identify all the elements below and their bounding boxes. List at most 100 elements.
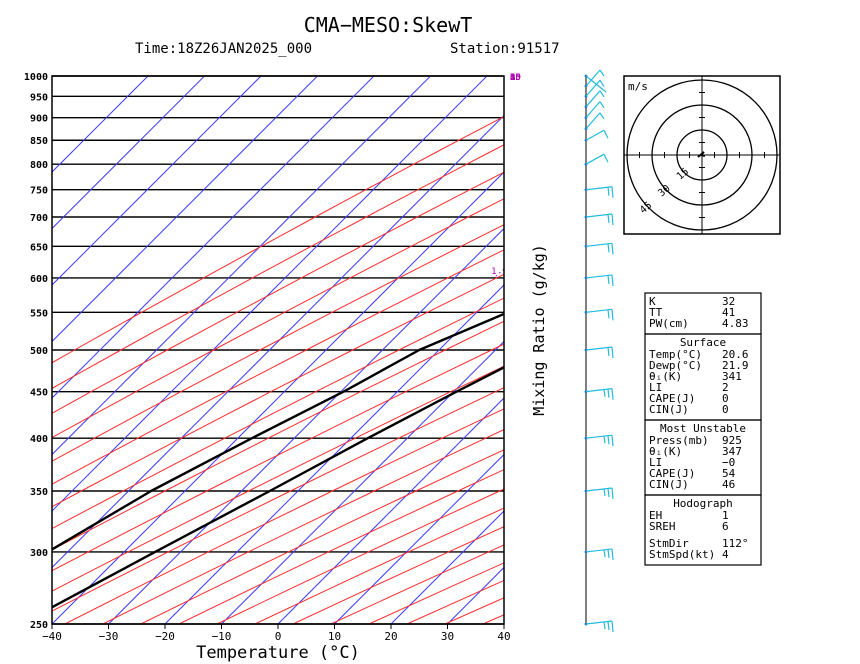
- dry-adiabat-line: [52, 171, 504, 414]
- pressure-tick-label: 650: [30, 242, 48, 253]
- skewt-grid: [52, 76, 504, 624]
- mixing-ratio-label: 30: [510, 73, 521, 83]
- index-label: CAPE(J): [649, 467, 695, 480]
- index-label: SREH: [649, 520, 676, 533]
- wind-barb: [584, 620, 614, 633]
- wind-barb: [584, 129, 609, 142]
- index-value: 4.83: [722, 317, 749, 330]
- dry-adiabat-line: [52, 273, 504, 508]
- x-tick-label: −30: [99, 630, 119, 643]
- isotherm-line: [52, 76, 318, 343]
- isotherm-line: [108, 227, 504, 624]
- index-label: EH: [649, 509, 662, 522]
- mixing-ratio-label: 35: [510, 73, 521, 83]
- index-label: CIN(J): [649, 478, 689, 491]
- wind-barb: [584, 274, 614, 286]
- pressure-tick-label: 350: [30, 487, 48, 498]
- time-label: Time:18Z26JAN2025_000: [135, 41, 312, 57]
- wind-barb: [584, 213, 614, 226]
- index-value: 341: [722, 370, 742, 383]
- wind-barb: [584, 112, 605, 131]
- pressure-tick-label: 450: [30, 388, 48, 399]
- mixing-ratio-axis-label: Mixing Ratio (g/kg): [530, 244, 548, 416]
- mixing-ratio-label: 8: [510, 73, 515, 83]
- section-heading: Surface: [680, 336, 726, 349]
- chart-title: CMA−MESO:SkewT: [304, 13, 473, 37]
- x-tick-label: 20: [384, 630, 397, 643]
- temperature-axis: −40 −30 −20 −10 0 10 20 30 40: [42, 624, 511, 643]
- isotherm-line: [52, 76, 149, 173]
- mixing-ratio-label: 25: [510, 73, 521, 83]
- dry-adiabat-line: [52, 198, 504, 439]
- isotherm-line: [334, 453, 504, 624]
- pressure-tick-label: 900: [30, 114, 48, 125]
- x-tick-label: 0: [275, 630, 282, 643]
- isotherm-line: [52, 76, 375, 399]
- mixing-ratio-line: [778, 76, 860, 278]
- pressure-axis: 250 300 350 400 450 500 550 600 650 700 750 800 850 9…: [24, 72, 48, 631]
- dry-adiabat-line: [102, 429, 504, 624]
- wind-barb: [584, 548, 614, 560]
- index-value: −0: [722, 456, 735, 469]
- isotherm-line: [52, 76, 262, 286]
- wind-barb: [584, 90, 605, 109]
- wind-barb: [584, 153, 609, 166]
- wind-barb: [584, 434, 614, 447]
- pressure-tick-label: 750: [30, 186, 48, 197]
- mixing-ratio-label: 2: [510, 73, 515, 83]
- section-heading: Hodograph: [673, 497, 733, 510]
- mixing-ratio-label: 15: [510, 73, 521, 83]
- wind-barb: [584, 308, 614, 321]
- index-value: 54: [722, 467, 736, 480]
- index-label: CIN(J): [649, 403, 689, 416]
- temperature-profile: [52, 366, 504, 609]
- index-value: 21.9: [722, 359, 749, 372]
- index-value: 4: [722, 548, 729, 561]
- index-label: CAPE(J): [649, 392, 695, 405]
- wind-barb: [584, 186, 614, 198]
- isotherm-line: [164, 284, 504, 624]
- section-heading: Most Unstable: [660, 422, 746, 435]
- mixing-ratio-label: 10: [510, 73, 521, 83]
- index-label: LI: [649, 456, 662, 469]
- x-tick-label: −40: [42, 630, 62, 643]
- isotherm-line: [52, 76, 205, 230]
- wind-barb: [584, 487, 614, 500]
- pressure-tick-label: 600: [30, 274, 48, 285]
- index-label: Press(mb): [649, 434, 709, 447]
- wind-barb: [584, 74, 607, 93]
- index-label: K: [649, 295, 656, 308]
- index-value: 32: [722, 295, 735, 308]
- dry-adiabat-line: [52, 224, 504, 462]
- x-tick-label: −20: [155, 630, 175, 643]
- index-value: 2: [722, 381, 729, 394]
- mixing-ratio-label: 4: [510, 73, 515, 83]
- pressure-tick-label: 700: [30, 213, 48, 224]
- dry-adiabat-line: [52, 365, 504, 592]
- dewpoint-profile: [52, 312, 504, 551]
- pressure-tick-label: 500: [30, 346, 48, 357]
- x-axis-label: Temperature (°C): [196, 643, 360, 663]
- index-label: StmDir: [649, 537, 689, 550]
- x-tick-label: 10: [328, 630, 341, 643]
- isotherm-line: [390, 510, 504, 624]
- x-tick-label: 30: [441, 630, 454, 643]
- dry-adiabat-line: [52, 144, 504, 389]
- wind-barb: [584, 388, 614, 400]
- isotherm-line: [52, 76, 431, 456]
- index-value: 0: [722, 403, 729, 416]
- wind-barb: [584, 101, 605, 120]
- index-value: 925: [722, 434, 742, 447]
- pressure-tick-label: 950: [30, 92, 48, 103]
- indices-block-hodograph_box: [644, 494, 762, 566]
- index-value: 347: [722, 445, 742, 458]
- hodograph-unit: m/s: [628, 80, 648, 93]
- dry-adiabat-line: [52, 297, 504, 530]
- index-value: 6: [722, 520, 729, 533]
- isotherm-line: [221, 340, 504, 624]
- dry-adiabat-line: [64, 408, 504, 624]
- wind-barb: [584, 69, 605, 88]
- mixing-ratio-label: 3: [510, 73, 515, 83]
